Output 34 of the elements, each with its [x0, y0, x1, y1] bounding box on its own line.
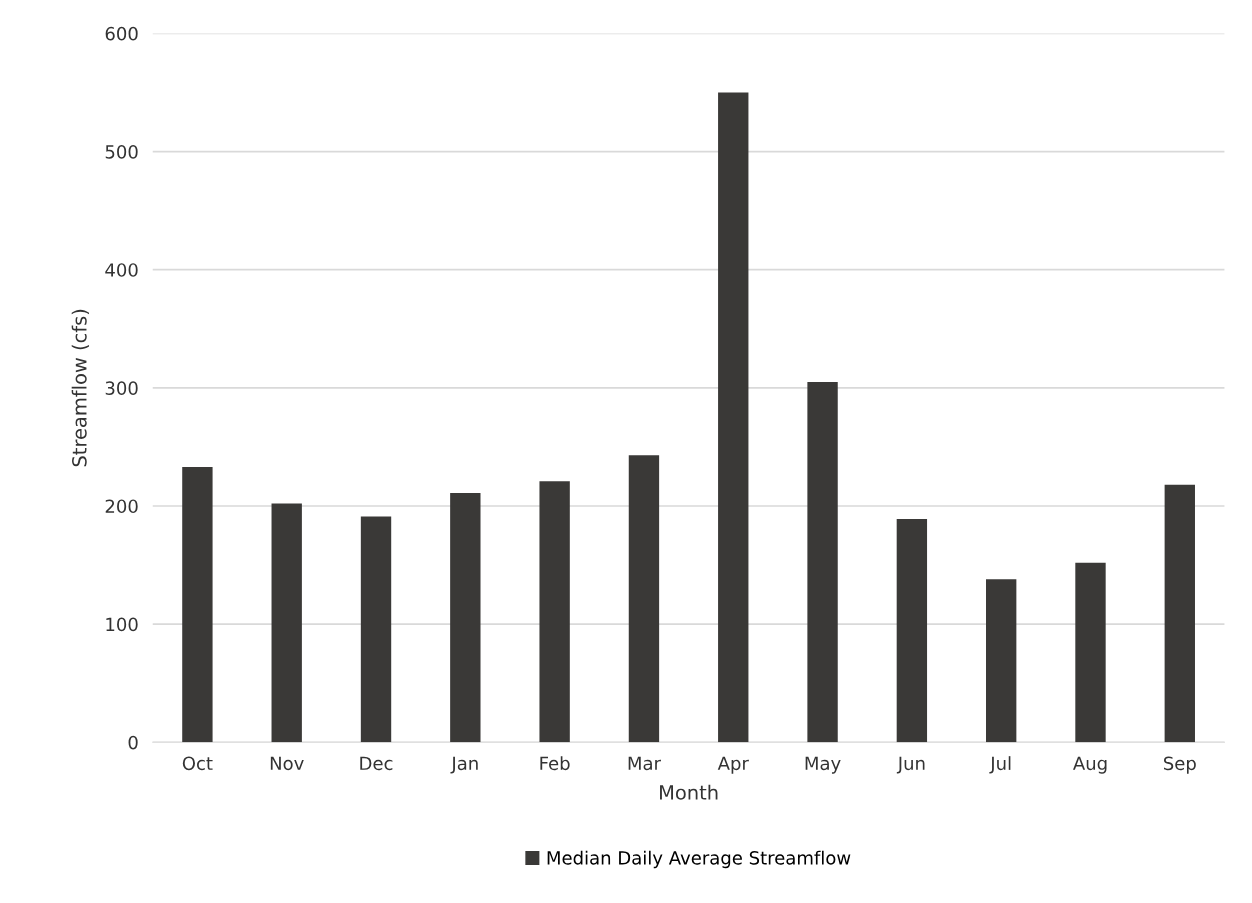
bar: [896, 518, 928, 743]
x-tick-label: Sep: [1163, 756, 1196, 774]
x-tick-label: Jan: [450, 756, 478, 774]
y-axis-title: Streamflow (cfs): [71, 309, 90, 467]
y-tick-label: 200: [105, 499, 138, 514]
y-tick-label: 600: [105, 26, 138, 41]
bar: [539, 481, 570, 743]
y-tick-label: 100: [106, 617, 138, 632]
bar: [807, 381, 838, 743]
x-tick-label: Jul: [989, 756, 1011, 774]
x-tick-label: Aug: [1073, 756, 1107, 774]
x-tick-label: Apr: [717, 756, 749, 774]
bar: [360, 516, 392, 743]
y-tick-label: 0: [128, 735, 138, 750]
bar: [718, 92, 749, 743]
y-tick-label: 300: [105, 381, 138, 395]
x-tick-label: Mar: [628, 756, 661, 771]
y-tick-label: 400: [105, 263, 138, 277]
x-tick-label: Feb: [540, 756, 570, 771]
x-tick-label: Oct: [182, 756, 213, 771]
bar: [628, 455, 660, 743]
y-tick-label: 500: [105, 145, 138, 159]
bar: [986, 579, 1017, 743]
bar: [450, 492, 481, 743]
x-tick-label: Nov: [270, 756, 304, 771]
x-tick-label: Dec: [360, 756, 393, 771]
x-tick-label: Jun: [896, 756, 925, 774]
bar: [271, 503, 302, 743]
legend-label: Median Daily Average Streamflow: [547, 850, 851, 869]
bar: [182, 466, 213, 743]
x-tick-label: May: [805, 756, 841, 774]
x-axis-title: Month: [660, 784, 718, 800]
bar: [1164, 484, 1195, 743]
bar: [1075, 562, 1106, 743]
